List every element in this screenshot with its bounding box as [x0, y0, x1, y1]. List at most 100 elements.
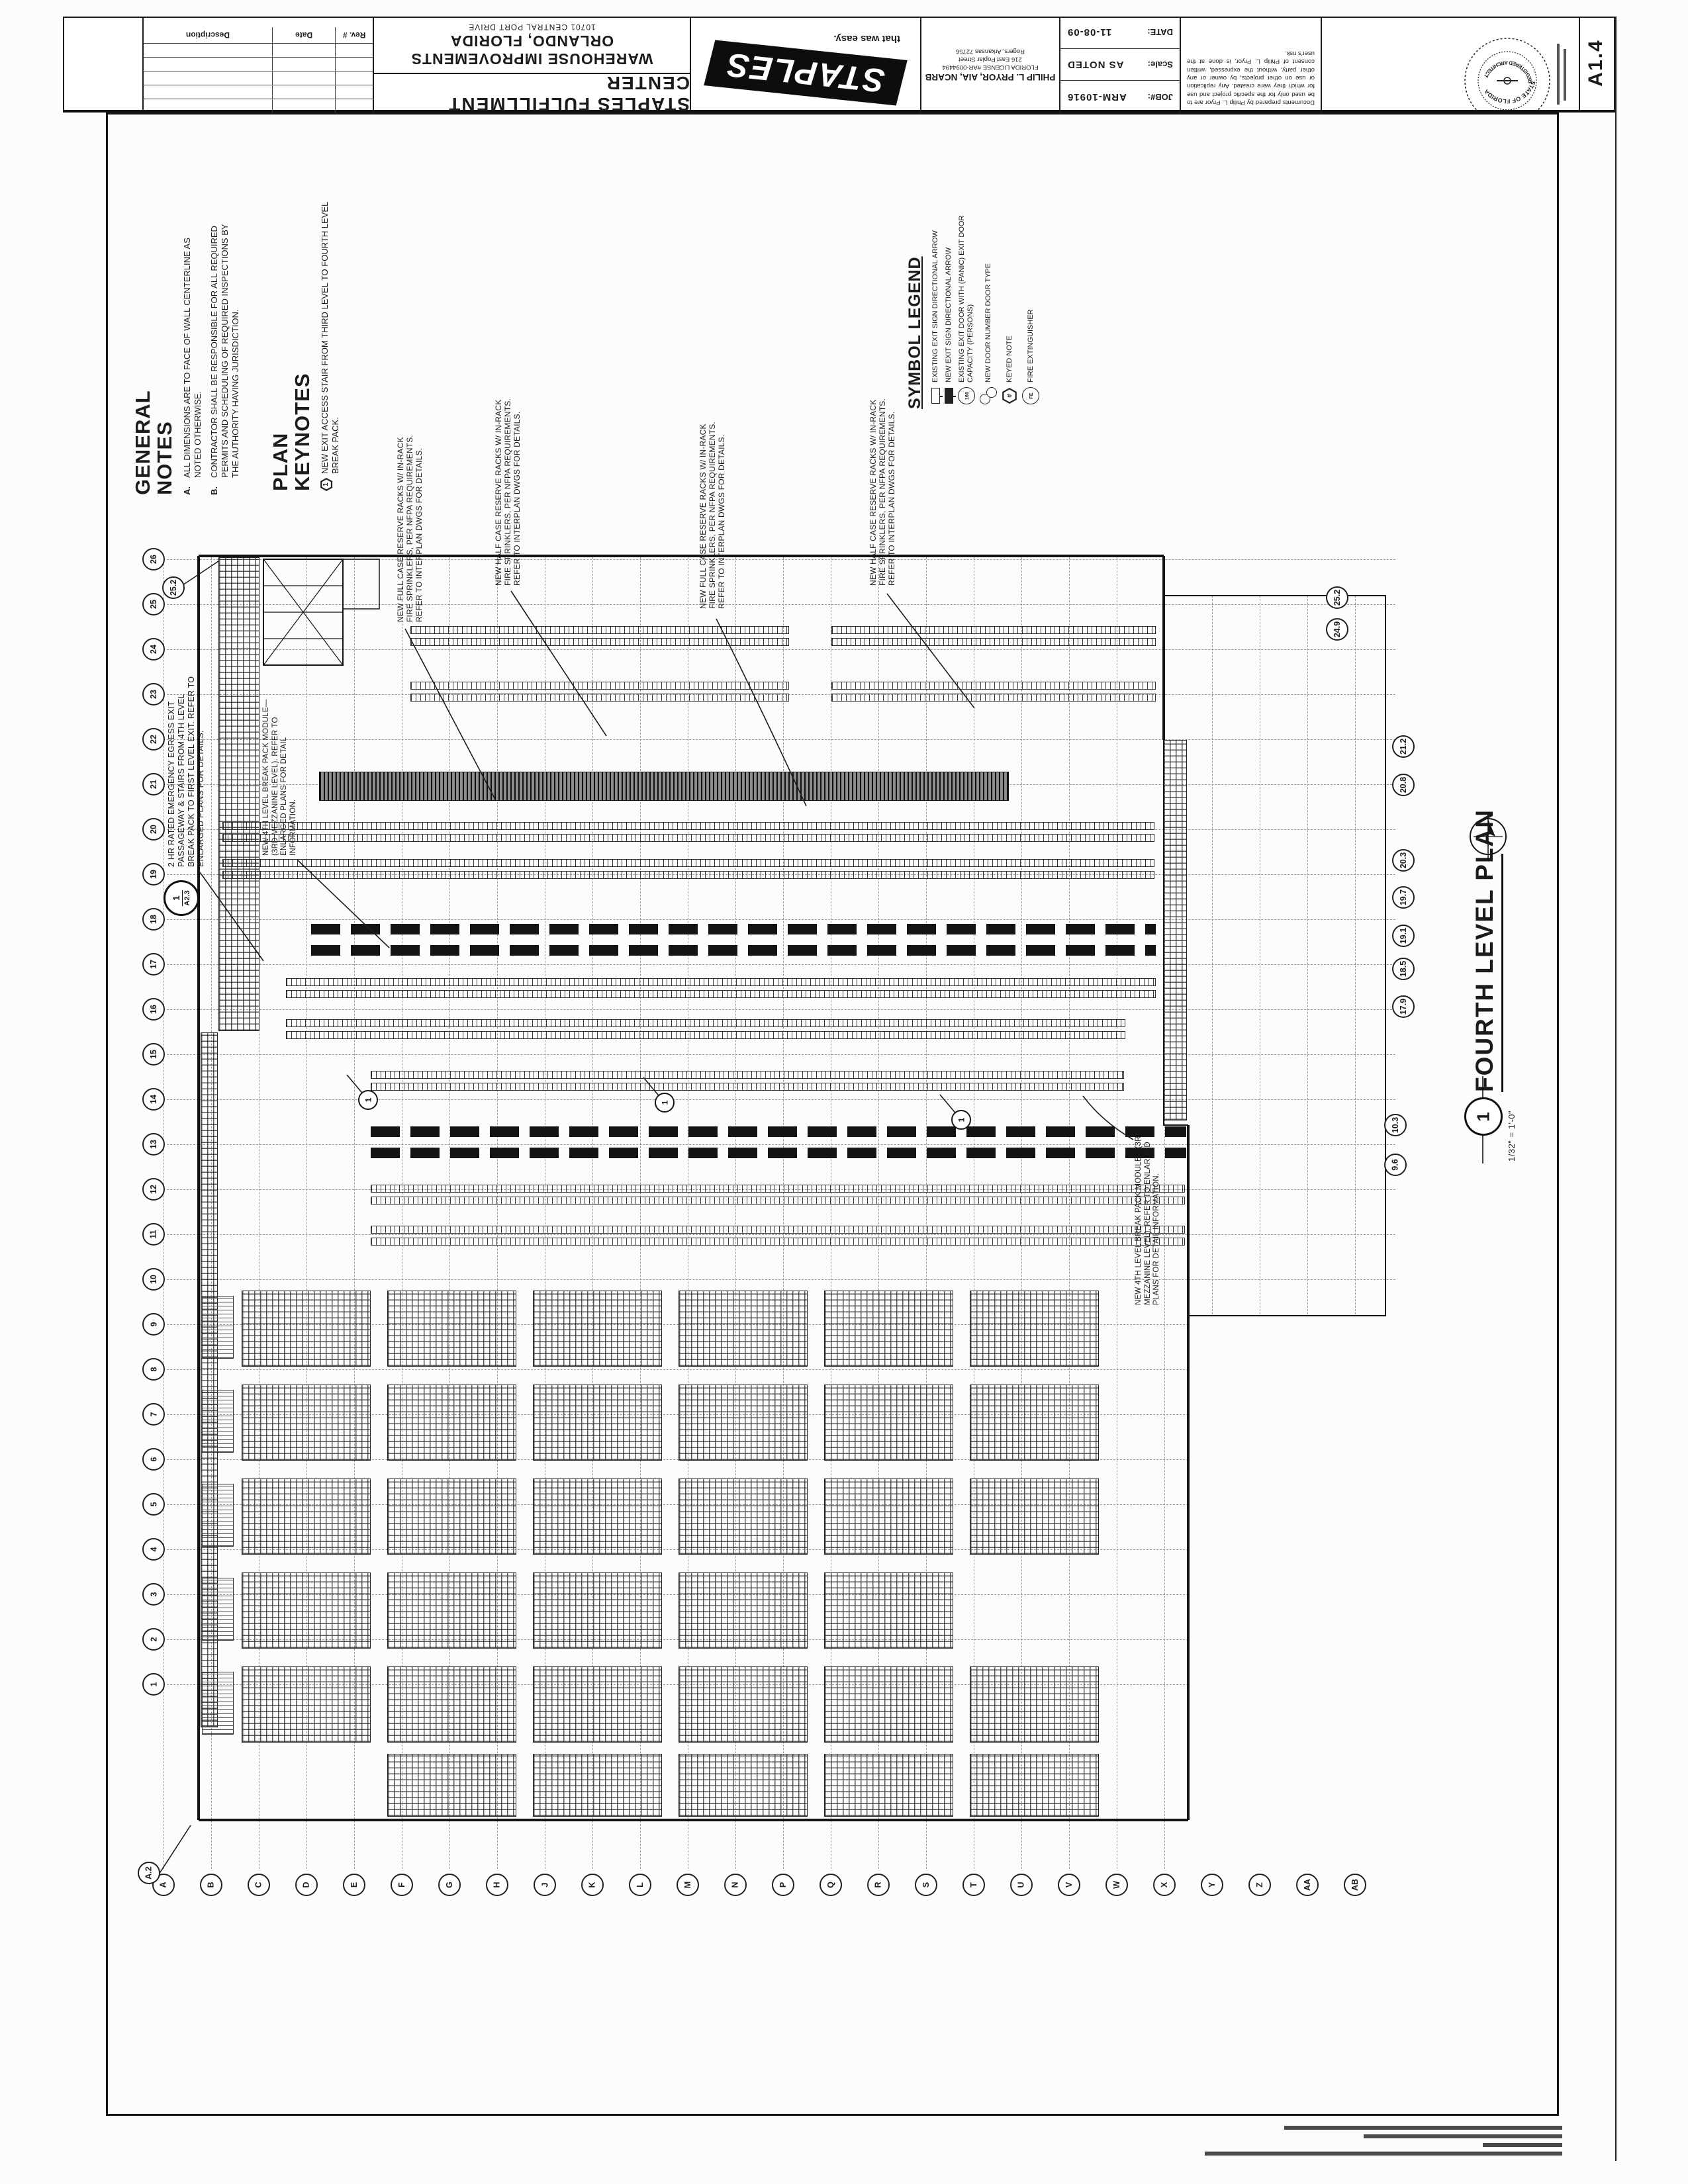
grid-bubble-label: 5 — [148, 1502, 158, 1507]
seal-caption-line — [1557, 44, 1560, 105]
keyed-note-number: 1 — [363, 1097, 373, 1103]
break-pack-block — [679, 1385, 808, 1461]
grid-bubble-label: 10 — [149, 1275, 158, 1284]
grid-bubble-label: S — [921, 1882, 931, 1888]
revision-header: Description — [144, 27, 273, 43]
storage-rack — [371, 1126, 1186, 1137]
break-pack-block — [533, 1479, 662, 1555]
grid-bubble: Y — [1201, 1874, 1223, 1896]
info-value: AS NOTED — [1067, 59, 1124, 71]
small-equipment-box — [202, 1578, 234, 1641]
grid-bubble-label: 9.6 — [1390, 1159, 1400, 1171]
staples-logo-text: STAPLES — [724, 46, 887, 100]
note-item: 1 NEW EXIT ACCESS STAIR FROM THIRD LEVEL … — [320, 199, 342, 491]
grid-bubble-label: 6 — [148, 1457, 158, 1462]
keyed-note-icon: # — [1002, 383, 1017, 409]
note-key: B. — [209, 486, 219, 495]
grid-bubble: 16 — [142, 998, 165, 1021]
grid-bubble: Q — [820, 1874, 842, 1896]
note-key: A. — [182, 486, 193, 495]
grid-bubble-label: AB — [1350, 1878, 1360, 1891]
keyed-note-number: 1 — [957, 1117, 966, 1122]
grid-line-vertical — [449, 557, 450, 1869]
grid-bubble: 17.9 — [1392, 995, 1415, 1018]
grid-bubble: 19.1 — [1392, 925, 1415, 947]
storage-rack — [410, 682, 789, 690]
plan-keynotes-title: PLAN KEYNOTES — [269, 373, 314, 491]
storage-rack — [371, 1083, 1124, 1091]
grid-bubble-label: 11 — [149, 1230, 158, 1239]
grid-bubble-label: Q — [825, 1882, 835, 1888]
staples-logo: STAPLES — [704, 40, 908, 106]
grid-bubble: 19.7 — [1392, 886, 1415, 909]
grid-bubble: T — [962, 1874, 985, 1896]
project-address: 10701 CENTRAL PORT DRIVE — [468, 22, 596, 32]
grid-line-horizontal — [167, 649, 1395, 650]
grid-bubble-label: 24 — [149, 645, 158, 654]
architect-seal: STATE OF FLORIDA REGISTERED ARCHITECT — [1464, 38, 1550, 113]
storage-rack — [222, 859, 1154, 867]
grid-bubble-label: 2 — [148, 1637, 158, 1642]
revision-header-row: Rev. # Date Description — [144, 27, 373, 43]
grid-bubble: B — [200, 1874, 222, 1896]
grid-bubble: AB — [1344, 1874, 1366, 1896]
grid-bubble: 18 — [142, 908, 165, 931]
project-title-cell: STAPLES FULFILLMENT CENTER WAREHOUSE IMP… — [373, 17, 690, 113]
grid-bubble: 14 — [142, 1088, 165, 1111]
grid-line-horizontal — [167, 919, 1395, 920]
grid-bubble-label: M — [682, 1881, 692, 1889]
grid-line-horizontal — [167, 1099, 1395, 1100]
grid-bubble-label: T — [968, 1882, 978, 1888]
grid-bubble: 1 — [142, 1673, 165, 1696]
revision-row-empty — [144, 71, 373, 85]
storage-rack — [371, 1197, 1185, 1205]
small-equipment-box — [202, 1672, 234, 1735]
revision-header: Date — [272, 27, 336, 43]
grid-bubble: M — [677, 1874, 699, 1896]
architect-license: FLORIDA LICENSE #AR-0094494 — [942, 64, 1039, 71]
section-marker-number: 1 — [171, 895, 181, 901]
grid-bubble-label: 3 — [148, 1592, 158, 1597]
storage-rack — [311, 945, 1156, 956]
grid-bubble-label: 19 — [149, 870, 158, 879]
legend-label: NEW DOOR NUMBER DOOR TYPE — [984, 263, 992, 383]
break-pack-block — [533, 1291, 662, 1367]
grid-bubble-label: 1 — [148, 1682, 158, 1687]
grid-bubble-label: 15 — [149, 1050, 158, 1059]
grid-line-vertical — [926, 557, 927, 1869]
keyed-note-number: 1 — [660, 1100, 669, 1105]
grid-bubble-label: 22 — [149, 735, 158, 744]
grid-bubble: 17 — [142, 953, 165, 976]
grid-bubble: 21.2 — [1392, 735, 1415, 758]
storage-rack — [222, 822, 1154, 830]
general-notes: GENERAL NOTES A. ALL DIMENSIONS ARE TO FA… — [131, 210, 246, 495]
plan-annotation: NEW FULL CASE RESERVE RACKS W/ IN-RACK F… — [698, 422, 727, 609]
grid-bubble: C — [248, 1874, 270, 1896]
plan-scale: 1/32" = 1'-0" — [1507, 1110, 1517, 1161]
legend-row: 160 EXISTING EXIT DOOR WITH (PANIC) EXIT … — [958, 196, 975, 409]
grid-bubble: A.2 — [138, 1862, 160, 1884]
note-text: ALL DIMENSIONS ARE TO FACE OF WALL CENTE… — [182, 238, 203, 478]
facility-name: STAPLES FULFILLMENT CENTER — [374, 73, 690, 113]
symbol-legend-title: SYMBOL LEGEND — [906, 256, 924, 409]
grid-bubble-label: 13 — [149, 1140, 158, 1149]
grid-bubble-label: 20.8 — [1399, 776, 1408, 794]
grid-bubble: 25.2 — [1326, 586, 1348, 609]
grid-line-vertical — [1307, 596, 1308, 1314]
grid-bubble: 18.5 — [1392, 958, 1415, 980]
sheet-info-row: JOB#: ARM-10916 — [1060, 81, 1180, 113]
break-pack-block — [387, 1385, 516, 1461]
storage-rack — [831, 638, 1156, 646]
grid-bubble-label: 26 — [149, 555, 158, 564]
plan-annotation: NEW HALF CASE RESERVE RACKS W/ IN-RACK F… — [868, 398, 897, 586]
break-pack-block — [970, 1754, 1099, 1817]
grid-bubble-label: V — [1064, 1882, 1074, 1888]
grid-line-horizontal — [167, 1639, 1188, 1640]
grid-bubble-label: Y — [1207, 1882, 1217, 1888]
grid-bubble: 10.3 — [1384, 1114, 1407, 1136]
info-value: ARM-10916 — [1067, 91, 1127, 103]
grid-bubble: 8 — [142, 1358, 165, 1381]
grid-line-horizontal — [167, 1369, 1188, 1370]
break-pack-block — [533, 1754, 662, 1817]
note-text: NEW EXIT ACCESS STAIR FROM THIRD LEVEL T… — [320, 202, 341, 474]
